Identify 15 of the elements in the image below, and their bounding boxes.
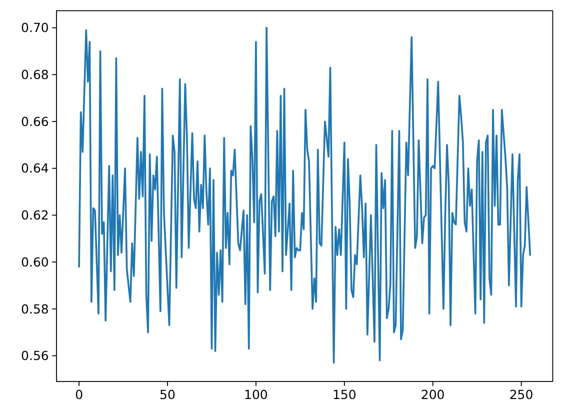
- x-tick-label: 150: [332, 387, 356, 402]
- y-tick-label: 0.66: [21, 114, 49, 129]
- y-tick-label: 0.68: [21, 67, 49, 82]
- y-tick-label: 0.62: [21, 208, 49, 223]
- x-tick-label: 200: [420, 387, 445, 402]
- y-tick-label: 0.70: [21, 20, 49, 36]
- x-tick-label: 250: [509, 387, 534, 402]
- x-tick-label: 100: [244, 387, 268, 402]
- x-tick-label: 0: [75, 387, 84, 402]
- y-tick-label: 0.64: [21, 160, 49, 176]
- y-tick-label: 0.56: [21, 348, 49, 364]
- y-tick-label: 0.58: [21, 301, 49, 316]
- x-tick-label: 50: [160, 387, 176, 402]
- y-tick-label: 0.60: [21, 254, 49, 270]
- line-series: [78, 26, 532, 364]
